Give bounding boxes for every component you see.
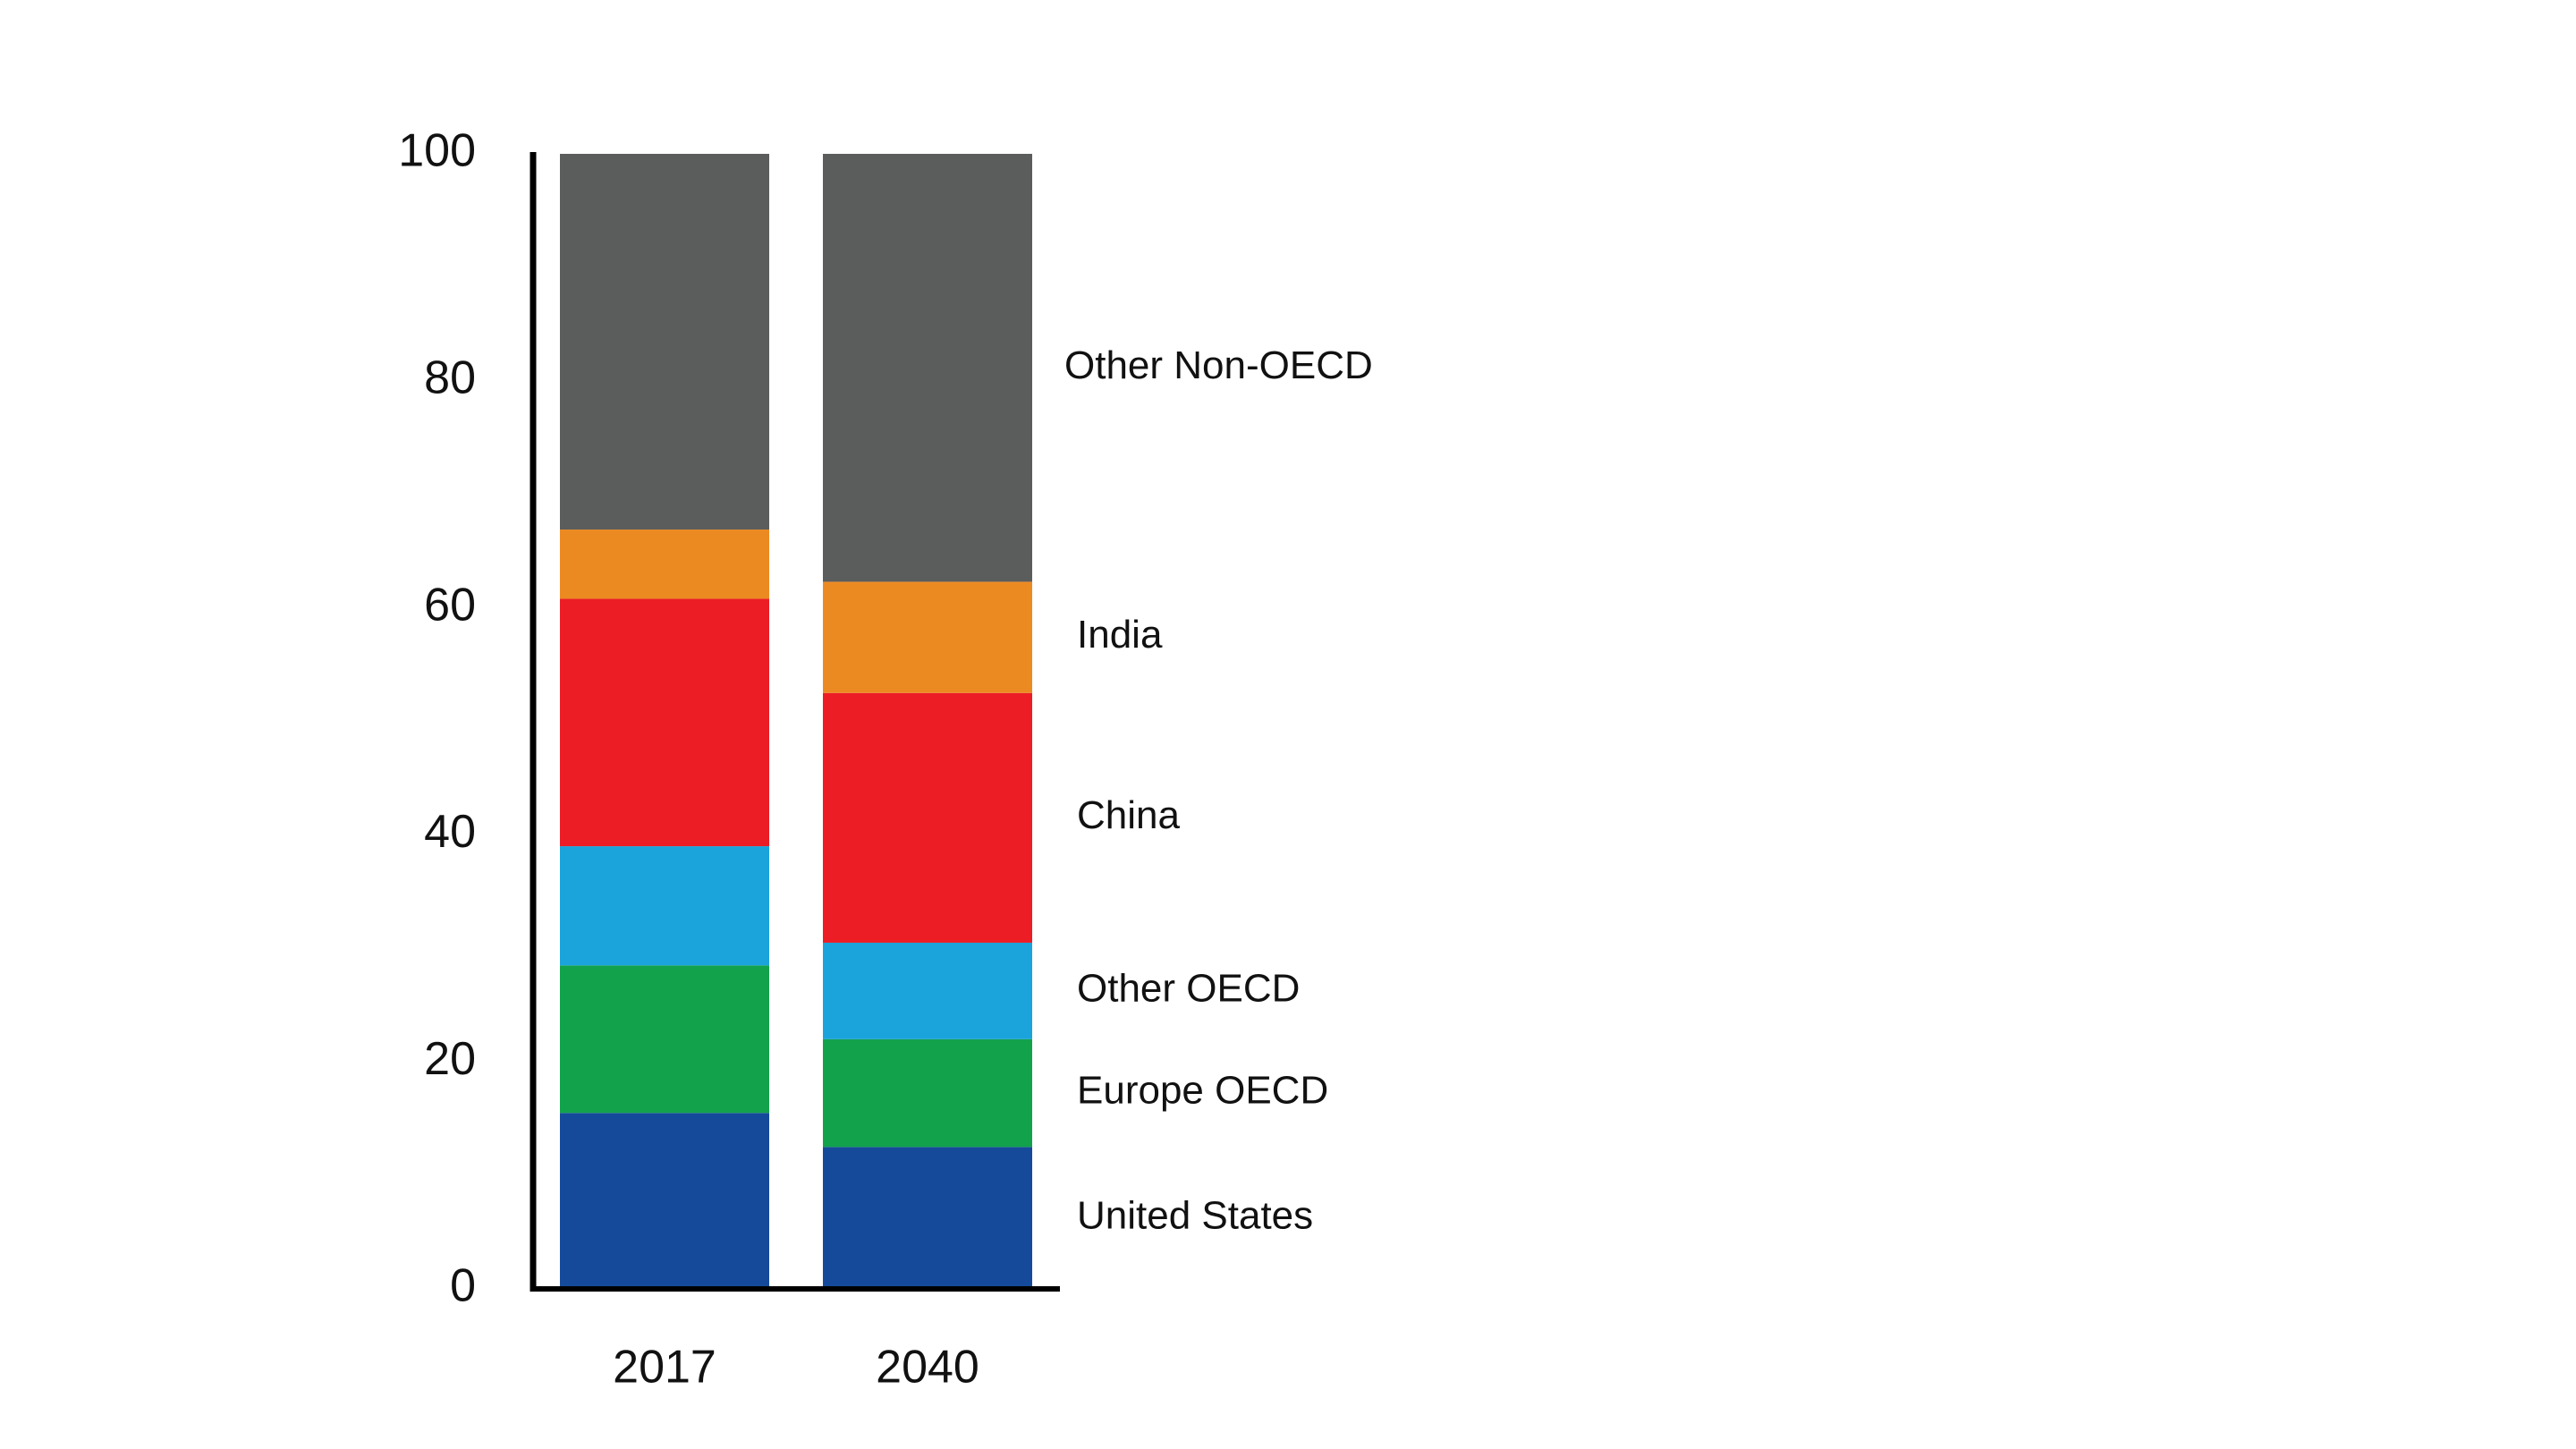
bar-segment-india-2017 [560, 530, 769, 599]
y-tick-labels: 0 20 40 60 80 100 [398, 125, 476, 1312]
y-tick-label-100: 100 [398, 125, 476, 177]
bar-segment-united-states-2040 [823, 1147, 1032, 1289]
y-tick-label-40: 40 [424, 806, 476, 858]
series-label-europe-oecd: Europe OECD [1077, 1069, 1328, 1113]
axes-layer [530, 152, 1060, 1292]
y-tick-label-60: 60 [424, 579, 476, 631]
bar-segment-china-2040 [823, 692, 1032, 943]
y-tick-label-0: 0 [450, 1260, 476, 1312]
x-category-label-2017: 2017 [613, 1342, 716, 1394]
bar-segment-other-oecd-2040 [823, 942, 1032, 1039]
bar-segment-india-2040 [823, 581, 1032, 693]
bar-segment-other-oecd-2017 [560, 846, 769, 966]
series-label-china: China [1077, 793, 1180, 837]
bar-segment-europe-oecd-2017 [560, 965, 769, 1114]
bars-layer [560, 154, 1032, 1289]
x-category-labels: 2017 2040 [613, 1342, 979, 1394]
y-tick-label-80: 80 [424, 352, 476, 404]
series-labels: United States Europe OECD Other OECD China I… [1064, 343, 1373, 1237]
y-tick-label-20: 20 [424, 1033, 476, 1085]
series-label-united-states: United States [1077, 1193, 1313, 1237]
bar-segment-other-non-oecd-2040 [823, 154, 1032, 582]
bar-segment-other-non-oecd-2017 [560, 154, 769, 530]
series-label-other-oecd: Other OECD [1077, 967, 1300, 1011]
bar-segment-china-2017 [560, 598, 769, 847]
series-label-india: India [1077, 613, 1163, 657]
series-label-other-non-oecd: Other Non-OECD [1064, 343, 1373, 387]
bar-segment-united-states-2017 [560, 1113, 769, 1289]
bar-segment-europe-oecd-2040 [823, 1038, 1032, 1148]
x-category-label-2040: 2040 [876, 1342, 979, 1394]
